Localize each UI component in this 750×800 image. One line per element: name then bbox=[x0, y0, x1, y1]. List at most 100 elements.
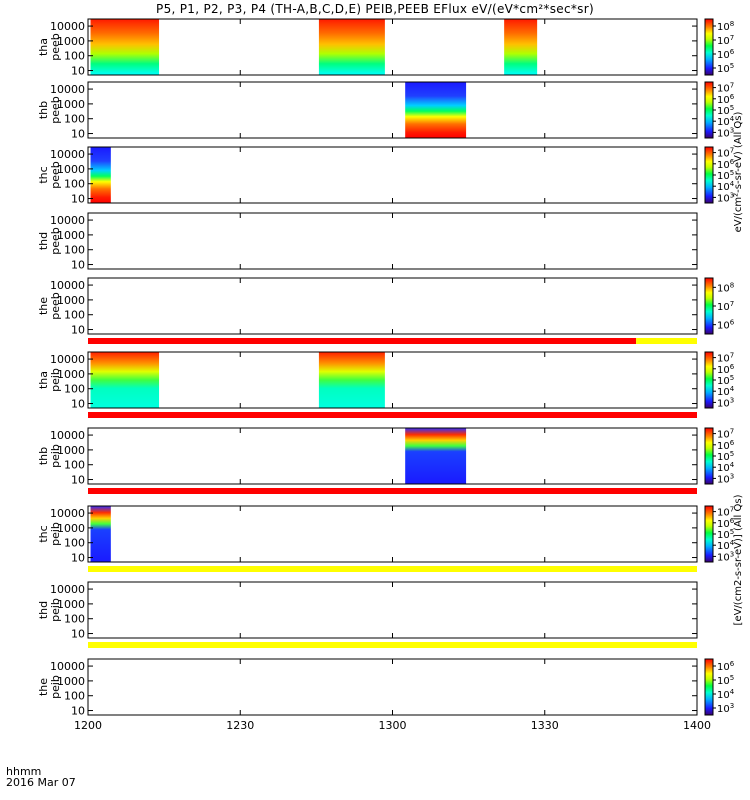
colorbar bbox=[704, 658, 714, 716]
y-tick-label: 10 bbox=[71, 128, 85, 141]
x-tick-label: 1300 bbox=[379, 719, 407, 732]
colorbar-tick-label: 103 bbox=[717, 126, 734, 139]
y-tick-label: 100 bbox=[64, 113, 85, 126]
y-tick-label: 100 bbox=[64, 459, 85, 472]
panel-label: thb bbox=[37, 101, 50, 119]
colorbar-tick-label: 106 bbox=[717, 319, 735, 332]
mode-bar bbox=[636, 338, 697, 344]
mode-bar bbox=[88, 566, 697, 572]
y-tick-label: 1000 bbox=[57, 598, 85, 611]
spectrogram-interval bbox=[90, 19, 160, 75]
y-tick-label: 10000 bbox=[50, 353, 85, 366]
x-tick-label: 1200 bbox=[74, 719, 102, 732]
spectrogram-interval bbox=[90, 506, 111, 562]
y-tick-label: 100 bbox=[64, 383, 85, 396]
panel-label: the bbox=[37, 297, 50, 315]
y-tick-label: 1000 bbox=[57, 98, 85, 111]
x-tick-label: 1230 bbox=[226, 719, 254, 732]
y-tick-label: 10000 bbox=[50, 20, 85, 33]
colorbar-tick-label: 107 bbox=[717, 34, 734, 47]
colorbar-tick-label: 106 bbox=[717, 48, 735, 61]
panel-label: peib bbox=[49, 675, 62, 699]
panel-label: tha bbox=[37, 38, 50, 56]
y-tick-label: 10000 bbox=[50, 429, 85, 442]
y-tick-label: 1000 bbox=[57, 444, 85, 457]
spectrogram-interval bbox=[405, 428, 467, 484]
panel-label: the bbox=[37, 678, 50, 696]
ion-colorbar-title: [eV/(cm2-s-sr-eV)] (All Qs) bbox=[733, 494, 744, 625]
y-tick-label: 10 bbox=[71, 193, 85, 206]
y-tick-label: 100 bbox=[64, 309, 85, 322]
panel-label: peib bbox=[49, 598, 62, 622]
x-tick-label: 1330 bbox=[531, 719, 559, 732]
y-tick-label: 10000 bbox=[50, 279, 85, 292]
colorbar-tick-label: 108 bbox=[717, 281, 734, 294]
colorbar bbox=[704, 18, 714, 76]
mode-bar bbox=[88, 488, 697, 494]
colorbar bbox=[704, 505, 714, 563]
x-axis-date: 2016 Mar 07 bbox=[6, 776, 76, 789]
panel-frame bbox=[87, 658, 698, 716]
colorbar bbox=[704, 427, 714, 485]
y-tick-label: 10 bbox=[71, 705, 85, 718]
y-tick-label: 10000 bbox=[50, 507, 85, 520]
y-tick-label: 1000 bbox=[57, 522, 85, 535]
y-tick-label: 10000 bbox=[50, 148, 85, 161]
y-tick-label: 100 bbox=[64, 244, 85, 257]
y-tick-label: 100 bbox=[64, 537, 85, 550]
y-tick-label: 10 bbox=[71, 324, 85, 337]
mode-bar bbox=[88, 642, 697, 648]
panel-frame bbox=[87, 427, 698, 485]
colorbar-tick-label: 105 bbox=[717, 674, 734, 687]
panel-frame bbox=[87, 18, 698, 76]
colorbar bbox=[704, 146, 714, 204]
spectrogram-interval bbox=[90, 147, 111, 203]
panel-label: peib bbox=[49, 522, 62, 546]
y-tick-label: 1000 bbox=[57, 368, 85, 381]
panel-label: thc bbox=[37, 166, 50, 183]
panel-frame bbox=[87, 277, 698, 335]
colorbar bbox=[704, 277, 714, 335]
mode-bar bbox=[88, 412, 697, 418]
panel-frame bbox=[87, 505, 698, 563]
y-tick-label: 10000 bbox=[50, 583, 85, 596]
panel-label: peeb bbox=[49, 96, 62, 124]
y-tick-label: 1000 bbox=[57, 163, 85, 176]
x-axis-label: hhmm bbox=[6, 765, 42, 778]
colorbar-tick-label: 103 bbox=[717, 396, 734, 409]
panel-frame bbox=[87, 581, 698, 639]
panel-label: peib bbox=[49, 368, 62, 392]
y-tick-label: 1000 bbox=[57, 35, 85, 48]
colorbar-tick-label: 108 bbox=[717, 20, 734, 33]
panel-label: peeb bbox=[49, 33, 62, 61]
panel-label: peeb bbox=[49, 292, 62, 320]
panel-frame bbox=[87, 81, 698, 139]
panel-label: thb bbox=[37, 447, 50, 465]
panel-frame bbox=[87, 351, 698, 409]
chart-title: P5, P1, P2, P3, P4 (TH-A,B,C,D,E) PEIB,P… bbox=[156, 2, 594, 16]
y-tick-label: 100 bbox=[64, 178, 85, 191]
y-tick-label: 100 bbox=[64, 690, 85, 703]
spectrogram-interval bbox=[318, 19, 385, 75]
y-tick-label: 100 bbox=[64, 50, 85, 63]
y-tick-label: 10 bbox=[71, 474, 85, 487]
y-tick-label: 10 bbox=[71, 552, 85, 565]
y-tick-label: 10 bbox=[71, 398, 85, 411]
colorbar-tick-label: 103 bbox=[717, 191, 734, 204]
y-tick-label: 10 bbox=[71, 259, 85, 272]
spectrogram-interval bbox=[90, 352, 160, 408]
y-tick-label: 1000 bbox=[57, 675, 85, 688]
colorbar bbox=[704, 351, 714, 409]
panel-frame bbox=[87, 146, 698, 204]
y-tick-label: 10000 bbox=[50, 83, 85, 96]
panel-label: thd bbox=[37, 601, 50, 619]
colorbar-tick-label: 103 bbox=[717, 472, 734, 485]
colorbar-tick-label: 105 bbox=[717, 62, 734, 75]
electron-colorbar-title: eV/(cm²-s-sr-eV) (All Qs) bbox=[733, 112, 744, 233]
colorbar-tick-label: 103 bbox=[717, 702, 734, 715]
colorbar-tick-label: 107 bbox=[717, 300, 734, 313]
panel-frame bbox=[87, 212, 698, 270]
y-tick-label: 10 bbox=[71, 65, 85, 78]
y-tick-label: 10 bbox=[71, 628, 85, 641]
colorbar bbox=[704, 81, 714, 139]
